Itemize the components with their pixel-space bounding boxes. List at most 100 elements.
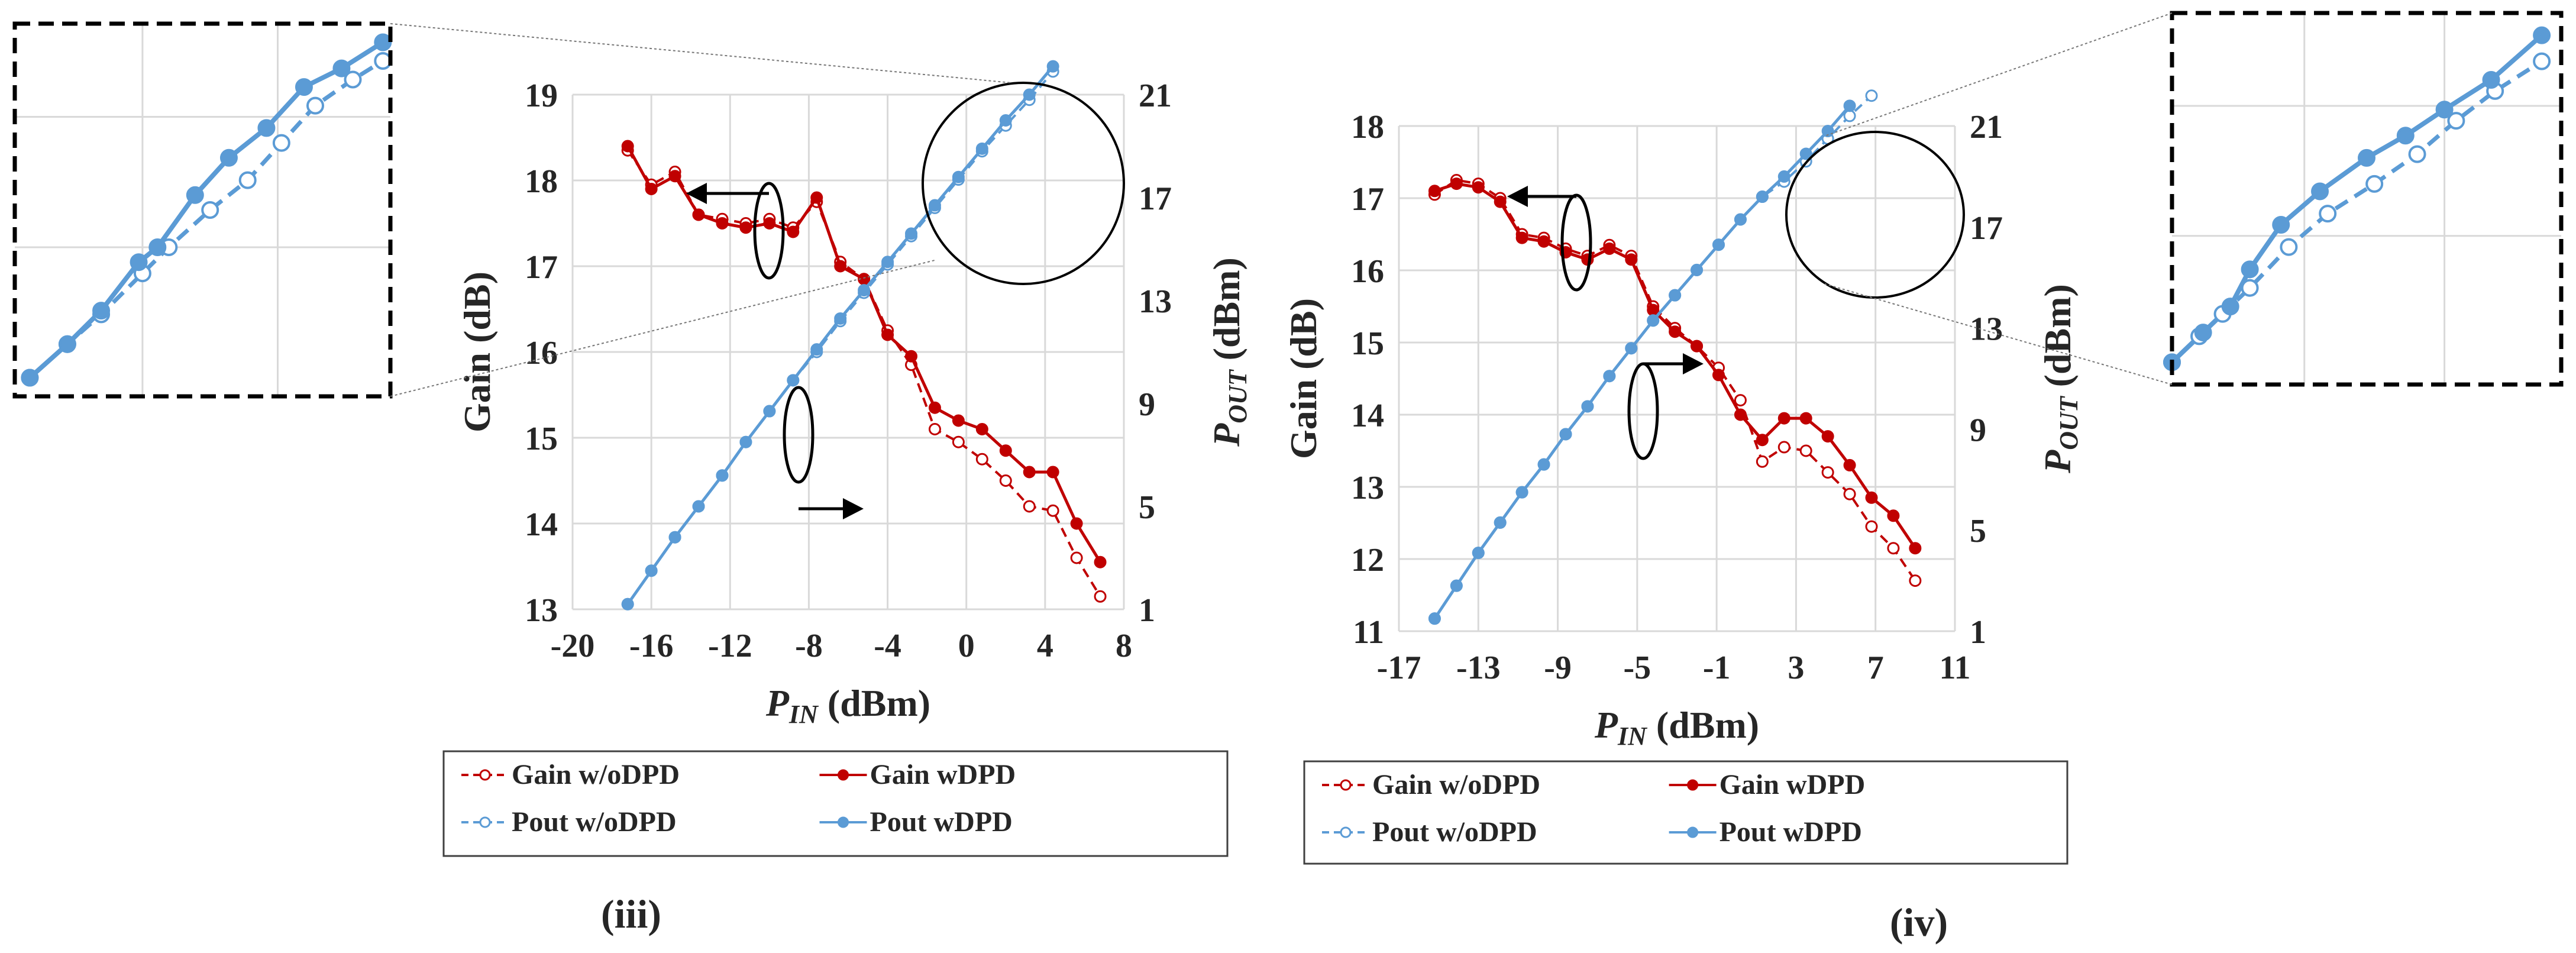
data-point: [928, 199, 941, 212]
inset-filled-marker: [92, 302, 111, 320]
data-point: [1777, 170, 1790, 183]
inset-filled-marker: [219, 148, 238, 167]
data-point: [1756, 190, 1769, 203]
y-right-axis-title-unit: (dBm): [1205, 257, 1247, 370]
data-point: [1691, 263, 1704, 276]
data-point: [905, 227, 918, 240]
x-tick-label: -13: [1456, 650, 1501, 686]
data-point: [1843, 458, 1856, 471]
y-right-tick-label: 1: [1970, 614, 1986, 651]
y-right-axis-title: POUT (dBm): [1205, 257, 1252, 447]
inset-open-marker: [2319, 205, 2337, 223]
inset-leader-line: [390, 23, 1012, 83]
legend-swatch-marker: [479, 816, 491, 828]
zoom-circle: [922, 82, 1125, 285]
y-left-tick-label: 18: [525, 163, 558, 200]
inset-open-marker: [2280, 238, 2298, 256]
inset-filled-marker: [2435, 101, 2454, 119]
series-line-poutwodpd: [1433, 95, 1873, 619]
data-point: [1712, 238, 1725, 251]
data-point: [1094, 590, 1107, 603]
data-point: [1023, 88, 1036, 101]
x-tick-label: -9: [1544, 650, 1572, 686]
y-left-axis-title: Gain (dB): [456, 272, 498, 432]
data-point: [1865, 491, 1878, 504]
data-point: [1821, 466, 1834, 479]
legend-swatch-marker: [1687, 826, 1699, 838]
y-right-tick-label: 21: [1139, 77, 1172, 114]
arrow-head: [1507, 186, 1528, 207]
legend-label: Gain w/oDPD: [512, 759, 680, 790]
inset-open-marker: [344, 70, 362, 89]
inset-filled-marker: [2311, 182, 2329, 201]
legend-swatch-marker: [1687, 779, 1699, 791]
data-point: [1428, 612, 1441, 625]
inset-filled-marker: [2221, 298, 2239, 316]
y-left-tick-label: 15: [525, 421, 558, 457]
data-point: [952, 435, 965, 448]
x-tick-label: 7: [1867, 650, 1884, 686]
data-point: [668, 170, 681, 183]
y-left-tick-label: 19: [525, 77, 558, 114]
y-left-tick-label: 14: [1351, 398, 1384, 434]
y-left-tick-label: 14: [525, 506, 558, 543]
data-point: [1023, 466, 1036, 479]
y-right-tick-label: 9: [1970, 412, 1986, 448]
x-axis-title-main: P: [1594, 704, 1618, 746]
data-point: [1647, 314, 1660, 327]
x-tick-label: 11: [1940, 650, 1971, 686]
inset-filled-marker: [2358, 148, 2375, 167]
data-point: [1472, 181, 1485, 194]
data-point: [834, 312, 847, 325]
x-tick-label: 3: [1788, 650, 1804, 686]
x-axis-title-unit: (dBm): [818, 682, 930, 724]
y-left-axis-title: Gain (dB): [1282, 298, 1324, 459]
data-point: [1887, 509, 1900, 522]
data-point: [763, 405, 776, 418]
legend-label: Gain wDPD: [870, 759, 1016, 790]
data-point: [716, 469, 729, 482]
y-right-tick-label: 1: [1139, 592, 1155, 629]
legend-label: Pout w/oDPD: [512, 806, 677, 838]
data-point: [1712, 369, 1725, 382]
y-right-axis-title: POUT (dBm): [2037, 284, 2083, 474]
data-point: [692, 500, 705, 513]
data-point: [975, 142, 988, 155]
data-point: [1777, 441, 1790, 454]
zoom-inset-iii: [12, 21, 393, 399]
data-point: [999, 114, 1012, 127]
x-axis-title-main: P: [765, 682, 790, 724]
inset-open-marker: [201, 201, 219, 219]
data-point: [1865, 89, 1878, 102]
inset-filled-marker: [295, 78, 313, 96]
y-right-axis-title-main: P: [1205, 423, 1247, 447]
data-point: [1734, 213, 1747, 226]
y-right-tick-label: 21: [1970, 109, 2003, 146]
arrow-head: [1683, 353, 1704, 374]
y-right-axis-title-unit: (dBm): [2037, 284, 2079, 396]
y-left-tick-label: 13: [1351, 470, 1384, 506]
legend-swatch-marker: [838, 769, 849, 781]
y-right-axis-title-main: P: [2037, 450, 2079, 474]
y-right-tick-label: 13: [1139, 283, 1172, 320]
legend-label: Gain wDPD: [1720, 769, 1866, 800]
arrow-head: [686, 183, 707, 204]
data-point: [999, 444, 1012, 457]
y-left-tick-label: 16: [525, 335, 558, 371]
inset-filled-marker: [374, 33, 392, 51]
data-point: [1515, 231, 1528, 244]
inset-filled-marker: [2194, 324, 2212, 342]
axis-indicator-ellipse: [753, 182, 785, 280]
data-point: [1046, 504, 1059, 517]
series-line-gainwodpd: [1434, 179, 1916, 582]
series-line-gainwdpd: [1434, 182, 1916, 550]
data-point: [1821, 125, 1834, 138]
legend-swatch-marker: [1340, 826, 1352, 838]
data-point: [1070, 517, 1083, 530]
data-point: [716, 217, 729, 230]
data-point: [645, 183, 658, 195]
inset-filled-marker: [2482, 71, 2500, 89]
series-line-gainwdpd: [626, 145, 1102, 563]
data-point: [1581, 400, 1594, 413]
y-left-tick-label: 13: [525, 592, 558, 629]
